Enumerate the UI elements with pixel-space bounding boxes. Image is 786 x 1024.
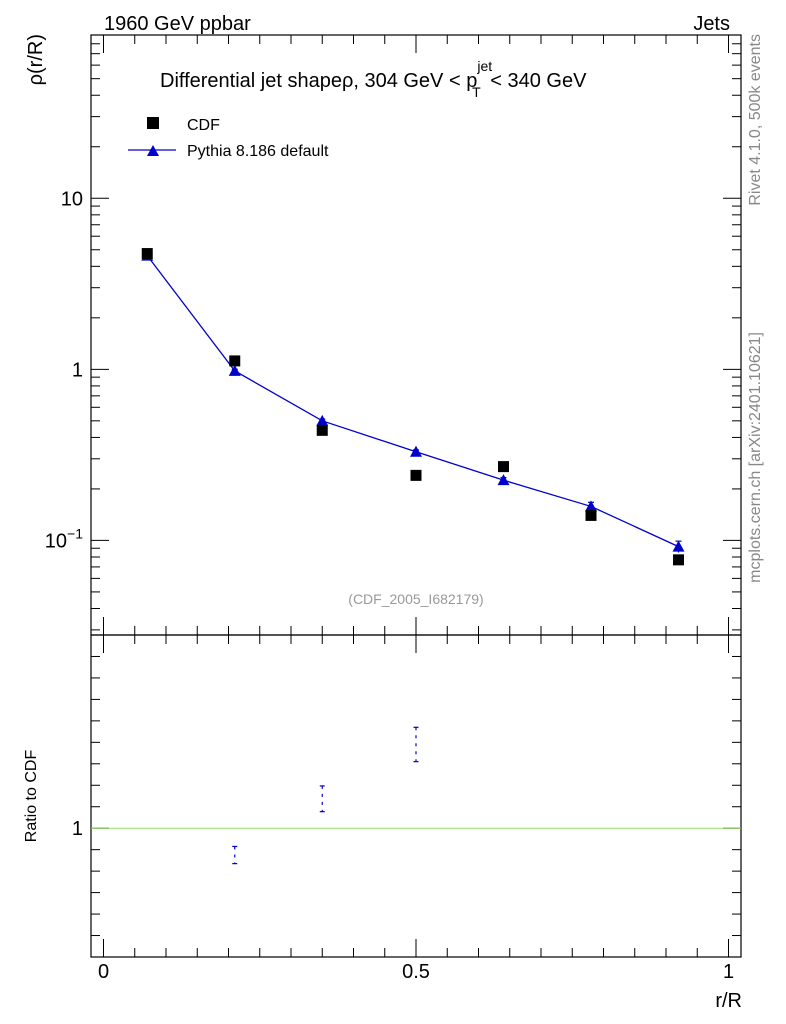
cdf-point [229,355,241,367]
pythia-point [316,414,329,426]
x-tick-label: 0.5 [402,961,430,983]
mcplots-label: mcplots.cern.ch [arXiv:2401.10621] [747,332,764,583]
legend-pythia-label: Pythia 8.186 default [187,143,329,160]
legend-cdf-marker [147,117,159,129]
ratio-y-tick-label: 1 [72,818,83,840]
main-x-ticks [103,35,729,635]
main-y-axis-label: ρ(r/R) [25,34,47,85]
pythia-point [228,364,241,376]
ratio-plot-frame [90,634,742,958]
x-tick-label: 0 [98,961,109,983]
legend-cdf-label: CDF [187,117,220,134]
cdf-point [141,248,153,260]
cdf-point [498,461,509,473]
main-y-ticks [91,34,741,631]
title-subscript: T [472,84,481,100]
title-prefix: Differential jet shapeρ, 304 GeV < p [160,70,477,92]
pythia-point [585,500,597,512]
y-tick-label: 1 [72,359,83,381]
title-superscript: jet [476,58,492,74]
analysis-watermark: (CDF_2005_I682179) [348,591,483,607]
y-tick-label: 10−1 [45,525,83,552]
pythia-point [497,474,510,486]
pythia-point [410,445,422,457]
y-tick-label: 10 [61,188,83,210]
ratio-y-ticks [91,634,741,958]
x-tick-label: 1 [723,961,734,983]
y-tick-label-exponent: −1 [67,525,83,541]
ratio-y-axis-label: Ratio to CDF [23,750,40,843]
legend-pythia-marker [147,145,159,156]
ratio-tick-labels: 10 0.5 1 [72,818,734,983]
title-suffix: < 340 GeV [485,70,587,92]
main-series [141,248,685,566]
x-axis-label: r/R [715,990,742,1012]
chart-title: Differential jet shapeρ, 304 GeV < pjet T… [160,58,587,100]
ratio-panel: 10 0.5 1 Ratio to CDF r/R [23,634,742,1012]
legend: CDF Pythia 8.186 default [128,117,329,160]
cdf-point [410,469,422,481]
cdf-point [585,509,597,521]
pythia-point [672,540,685,552]
rivet-label: Rivet 4.1.0, 500k events [747,34,764,206]
cdf-point [316,424,328,436]
cdf-point [673,554,684,566]
y-tick-label-base: 10 [45,530,67,552]
ratio-series [91,726,741,865]
pythia-line [146,255,679,548]
ratio-x-ticks [103,635,729,957]
collider-label: 1960 GeV ppbar [104,13,251,35]
process-label: Jets [693,13,730,35]
